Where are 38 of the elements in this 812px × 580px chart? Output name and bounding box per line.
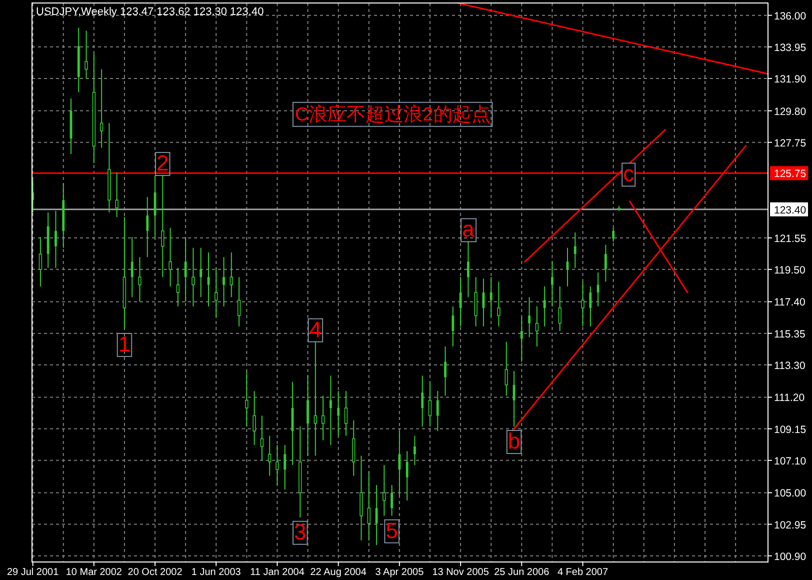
ref-line-label: 125.75 bbox=[774, 168, 806, 180]
y-tick-label: 109.15 bbox=[774, 424, 806, 436]
y-tick-label: 119.50 bbox=[774, 264, 806, 276]
y-tick-label: 133.95 bbox=[774, 42, 806, 54]
x-tick-label: 22 Aug 2004 bbox=[310, 567, 367, 578]
y-tick-label: 113.30 bbox=[774, 360, 806, 372]
y-tick-label: 129.80 bbox=[774, 106, 806, 118]
y-tick-label: 102.95 bbox=[774, 519, 806, 532]
y-tick-label: 107.10 bbox=[774, 455, 806, 468]
y-tick-label: 117.40 bbox=[774, 296, 806, 309]
y-tick-label: 111.20 bbox=[774, 392, 805, 404]
annotation: C浪应不超过浪2的起点 bbox=[294, 103, 490, 126]
annotation: 2 bbox=[156, 150, 169, 176]
x-tick-label: 10 Mar 2002 bbox=[66, 567, 122, 578]
x-tick-label: 1 Jun 2003 bbox=[191, 567, 242, 578]
chart-title: USDJPY,Weekly 123.47 123.62 123.30 123.40 bbox=[36, 6, 264, 18]
annotation: 4 bbox=[309, 316, 322, 342]
x-tick-label: 4 Feb 2007 bbox=[557, 567, 608, 578]
x-tick-label: 20 Oct 2002 bbox=[128, 567, 183, 578]
annotation: 1 bbox=[118, 331, 131, 356]
y-tick-label: 127.75 bbox=[774, 137, 806, 150]
ref-line-label: 123.40 bbox=[774, 204, 806, 216]
x-tick-label: 13 Nov 2005 bbox=[432, 567, 490, 578]
annotation: c bbox=[623, 161, 634, 186]
y-tick-label: 121.55 bbox=[774, 232, 806, 245]
annotation: 5 bbox=[386, 518, 398, 543]
annotation: b bbox=[508, 428, 520, 454]
x-tick-label: 29 Jul 2001 bbox=[6, 567, 60, 578]
x-tick-label: 25 Jun 2006 bbox=[494, 567, 550, 578]
x-tick-label: 3 Apr 2005 bbox=[375, 567, 424, 578]
annotation: 3 bbox=[294, 519, 306, 544]
y-tick-label: 105.00 bbox=[774, 488, 806, 500]
y-tick-label: 115.35 bbox=[774, 328, 806, 340]
x-tick-label: 11 Jan 2004 bbox=[250, 567, 305, 578]
y-tick-label: 131.90 bbox=[774, 73, 806, 86]
y-tick-label: 100.90 bbox=[774, 550, 806, 563]
y-tick-label: 136.00 bbox=[774, 10, 806, 22]
annotation: a bbox=[462, 216, 476, 242]
